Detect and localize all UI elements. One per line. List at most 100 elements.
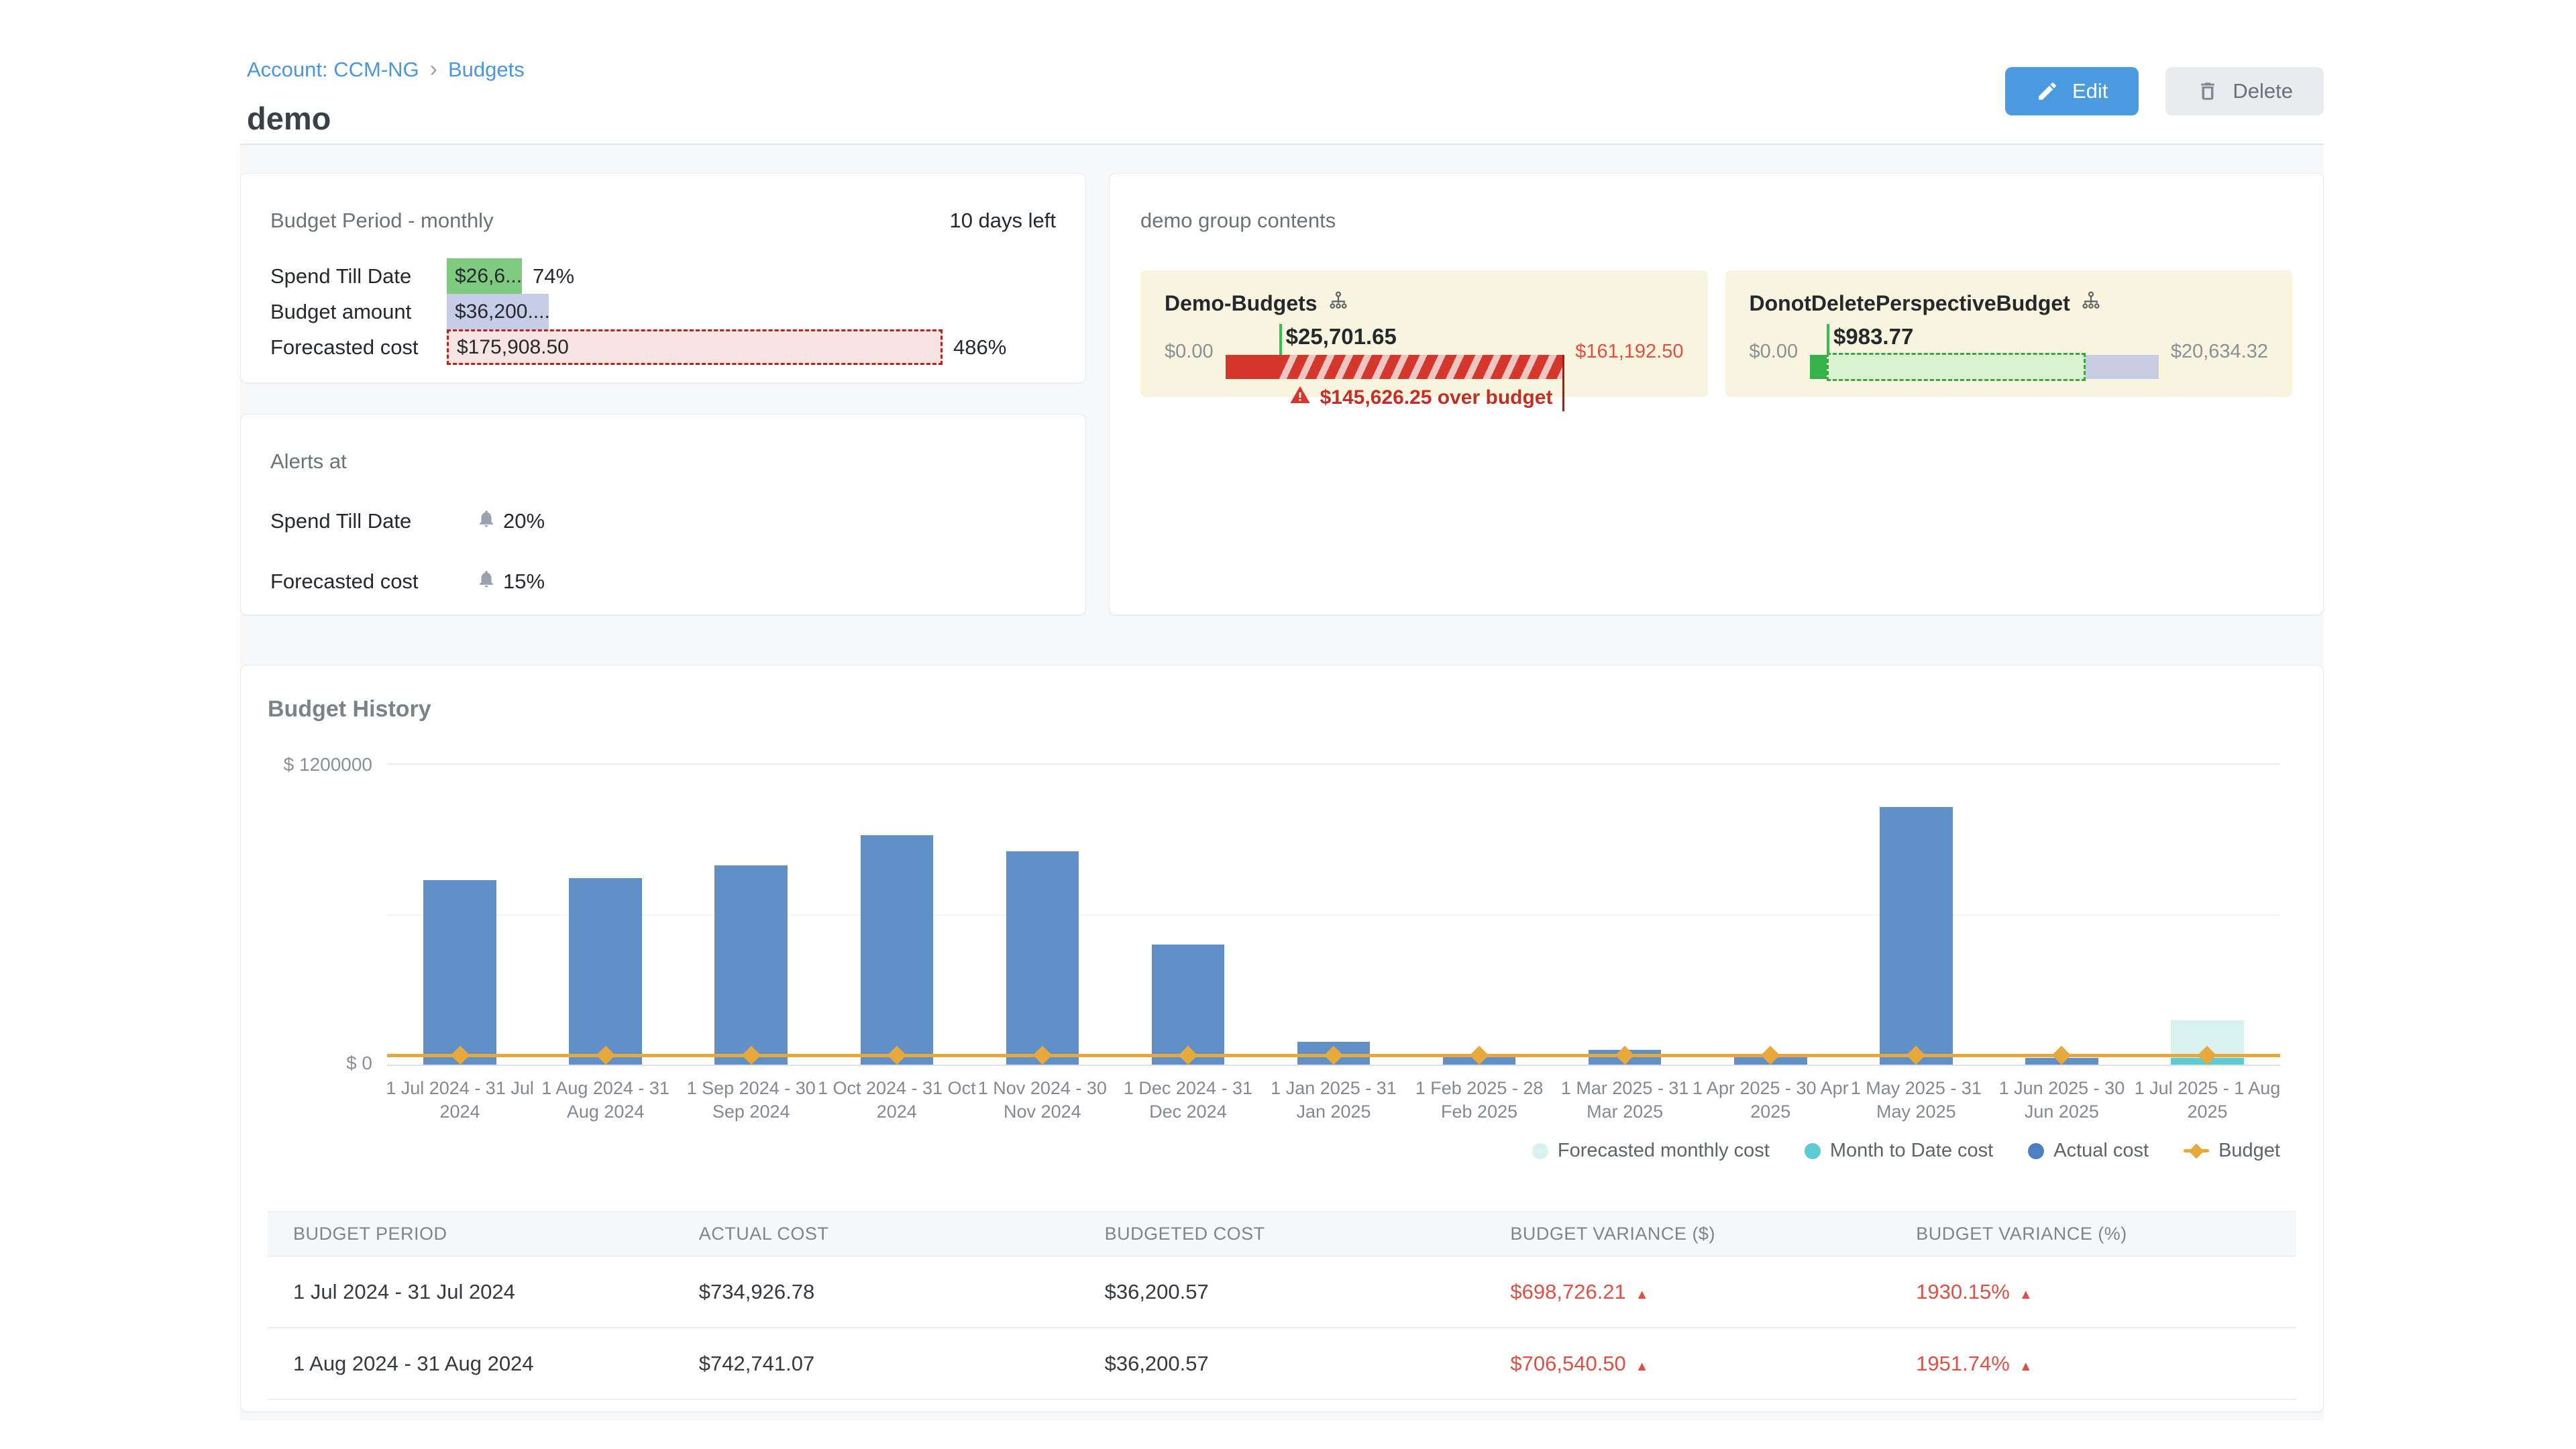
edit-button-label: Edit [2072, 79, 2108, 103]
legend-diamond-budget [2184, 1143, 2210, 1159]
column-header: BUDGET VARIANCE (%) [1916, 1223, 2127, 1244]
x-axis-label: 1 Apr 2025 - 30 Apr 2025 [1692, 1078, 1849, 1122]
table-cell-variance_pct: 1951.74% ▲ [1916, 1351, 2033, 1375]
variance-up-icon: ▲ [1635, 1287, 1649, 1302]
page-title: demo [247, 101, 331, 136]
x-axis-label: 1 Oct 2024 - 31 Oct 2024 [817, 1078, 976, 1122]
table-body: 1 Jul 2024 - 31 Jul 2024 $734,926.78 $36,2… [268, 1256, 2296, 1400]
legend-label: Month to Date cost [1829, 1140, 1994, 1161]
spend-value-label: $25,701.65 [1285, 324, 1397, 349]
chart-category-slot: 1 Feb 2025 - 28 Feb 2025 [1407, 763, 1552, 1122]
bar-value-text: $36,200.... [455, 300, 549, 323]
table-header-row: BUDGET PERIOD ACTUAL COST BUDGETED COST … [268, 1211, 2296, 1256]
actual-cost-bar [860, 835, 934, 1065]
bar-min-label: $0.00 [1165, 340, 1214, 362]
actual-cost-bar [423, 880, 496, 1065]
legend-forecasted-monthly-cost[interactable]: Forecasted monthly cost [1532, 1140, 1770, 1162]
group-budget-name: DonotDeletePerspectiveBudget [1749, 290, 2070, 315]
legend-budget[interactable]: Budget [2184, 1140, 2280, 1162]
breadcrumb-separator-icon: › [429, 56, 437, 82]
page-header: Account: CCM-NG › Budgets demo Edit Dele… [240, 0, 2324, 145]
column-header: BUDGET PERIOD [293, 1223, 447, 1244]
over-budget-text: $145,626.25 over budget [1320, 386, 1553, 409]
x-axis-label: 1 Feb 2025 - 28 Feb 2025 [1415, 1078, 1544, 1122]
column-header: BUDGET VARIANCE ($) [1510, 1223, 1715, 1244]
legend-month-to-date-cost[interactable]: Month to Date cost [1804, 1140, 1994, 1162]
table-cell-actual: $742,741.07 [698, 1351, 815, 1375]
hierarchy-icon [2081, 290, 2101, 316]
spend-segment [1810, 355, 1827, 379]
variance-up-icon: ▲ [2019, 1358, 2033, 1374]
table-cell-variance_pct: 1930.15% ▲ [1916, 1279, 2033, 1303]
chart-category-slot: 1 Mar 2025 - 31 Mar 2025 [1552, 763, 1698, 1122]
group-contents-card: demo group contents Demo-Budgets $0.00 [1109, 173, 2324, 615]
chart-category-slot: 1 Apr 2025 - 30 Apr 2025 [1693, 763, 1849, 1122]
alerts-card-title: Alerts at [270, 449, 347, 473]
table-cell-actual: $734,926.78 [698, 1279, 815, 1303]
row-value-bar: $175,908.50 [447, 329, 943, 365]
bar-value-text: $175,908.50 [457, 335, 569, 358]
breadcrumb-budgets-link[interactable]: Budgets [448, 57, 525, 81]
budget-history-chart: $ 1200000 $ 0 1 Jul 2024 - 31 Jul 2024 1 … [284, 754, 2281, 1122]
x-axis-label: 1 Nov 2024 - 30 Nov 2024 [977, 1078, 1107, 1122]
bar-value-text: $26,6... [455, 264, 522, 287]
x-axis-label: 1 Dec 2024 - 31 Dec 2024 [1123, 1078, 1252, 1122]
budget-period-row: Budget amount $36,200.... [270, 294, 1056, 329]
hierarchy-icon [1328, 290, 1348, 316]
warning-icon [1289, 384, 1311, 411]
row-value-bar: $36,200.... [447, 294, 549, 329]
group-budget-name: Demo-Budgets [1165, 290, 1318, 315]
group-contents-title: demo group contents [1140, 209, 1336, 232]
chart-slots: 1 Jul 2024 - 31 Jul 2024 1 Aug 2024 - 31 … [386, 763, 2280, 1122]
bar-min-label: $0.00 [1749, 340, 1799, 362]
app-container: Account: CCM-NG › Budgets demo Edit Dele… [240, 0, 2324, 1420]
x-axis-label: 1 May 2025 - 31 May 2025 [1850, 1078, 1982, 1122]
chart-category-slot: 1 Nov 2024 - 30 Nov 2024 [969, 763, 1115, 1122]
delete-button[interactable]: Delete [2165, 67, 2324, 115]
alert-label: Spend Till Date [270, 509, 412, 533]
workarea: Budget Period - monthly 10 days left Spe… [240, 145, 2324, 1420]
table-cell-period: 1 Jul 2024 - 31 Jul 2024 [293, 1279, 515, 1303]
legend-label: Forecasted monthly cost [1557, 1140, 1770, 1161]
chart-category-slot: 1 Jul 2025 - 1 Aug 2025 [2135, 763, 2280, 1122]
chart-category-slot: 1 May 2025 - 31 May 2025 [1843, 763, 1989, 1122]
x-axis-label: 1 Jul 2024 - 31 Jul 2024 [386, 1078, 534, 1122]
group-budget-tile-demo-budgets[interactable]: Demo-Budgets $0.00 [1140, 270, 1708, 411]
actual-cost-bar [714, 865, 788, 1065]
chart-category-slot: 1 Sep 2024 - 30 Sep 2024 [678, 763, 824, 1122]
forecast-segment [1827, 353, 2086, 381]
x-axis-label: 1 Sep 2024 - 30 Sep 2024 [686, 1078, 816, 1122]
spend-tick [1827, 324, 1830, 355]
remaining-segment [2082, 355, 2159, 379]
budget-progress-bar: $25,701.65 [1225, 324, 1565, 411]
chart-category-slot: 1 Dec 2024 - 31 Dec 2024 [1115, 763, 1260, 1122]
breadcrumb-account-link[interactable]: Account: CCM-NG [247, 57, 419, 81]
x-axis-label: 1 Jan 2025 - 31 Jan 2025 [1271, 1078, 1397, 1122]
chart-category-slot: 1 Jan 2025 - 31 Jan 2025 [1260, 763, 1406, 1122]
table-row: 1 Jul 2024 - 31 Jul 2024 $734,926.78 $36,2… [268, 1256, 2296, 1328]
chart-title: Budget History [268, 696, 431, 722]
x-axis-label: 1 Mar 2025 - 31 Mar 2025 [1560, 1078, 1689, 1122]
gridline-top [387, 763, 2280, 765]
group-budget-tile-donotdelete[interactable]: DonotDeletePerspectiveBudget $0.00 [1725, 270, 2292, 397]
edit-button[interactable]: Edit [2004, 67, 2139, 115]
budget-period-rows: Spend Till Date $26,6... 74% Budget amount $… [270, 258, 1056, 365]
alert-row: Spend Till Date 20% [270, 508, 1056, 534]
variance-up-icon: ▲ [1635, 1358, 1649, 1374]
row-label: Forecasted cost [270, 335, 419, 359]
legend-label: Actual cost [2053, 1140, 2149, 1161]
legend-label: Budget [2218, 1140, 2280, 1161]
actual-cost-bar [1006, 851, 1079, 1065]
legend-actual-cost[interactable]: Actual cost [2028, 1140, 2149, 1162]
table-row: 1 Aug 2024 - 31 Aug 2024 $742,741.07 $36,2… [268, 1328, 2296, 1400]
chart-category-slot: 1 Jul 2024 - 31 Jul 2024 [386, 763, 534, 1122]
y-axis-zero-label: $ 0 [346, 1053, 372, 1073]
chart-category-slot: 1 Aug 2024 - 31 Aug 2024 [533, 763, 678, 1122]
trash-icon [2196, 80, 2219, 103]
actual-cost-bar [569, 878, 642, 1065]
x-axis-label: 1 Aug 2024 - 31 Aug 2024 [541, 1078, 669, 1122]
bell-icon [476, 508, 496, 534]
budget-period-card: Budget Period - monthly 10 days left Spe… [240, 173, 1086, 383]
alerts-card: Alerts at Spend Till Date 20% Forecasted… [240, 414, 1086, 615]
